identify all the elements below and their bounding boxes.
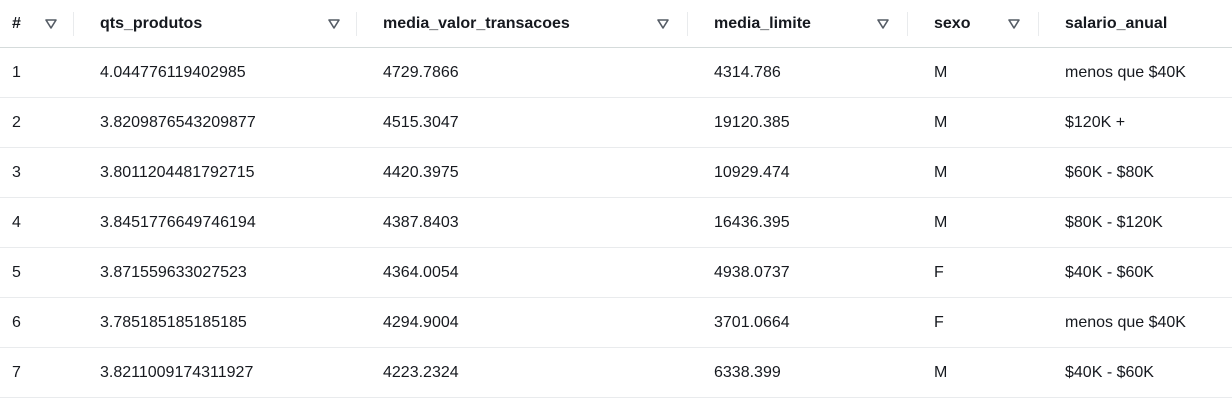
cell-media-valor-transacoes: 4294.9004 bbox=[383, 313, 459, 331]
cell-sexo: M bbox=[934, 213, 948, 231]
sort-icon[interactable] bbox=[1007, 18, 1021, 30]
column-header-qts-produtos[interactable]: qts_produtos bbox=[74, 0, 357, 48]
cell-salario-anual: $60K - $80K bbox=[1065, 163, 1154, 181]
cell-salario-anual: menos que $40K bbox=[1065, 313, 1186, 331]
cell-salario-anual: $40K - $60K bbox=[1065, 263, 1154, 281]
sort-icon[interactable] bbox=[656, 18, 670, 30]
cell-media-valor-transacoes: 4420.3975 bbox=[383, 163, 459, 181]
column-divider[interactable] bbox=[73, 12, 74, 36]
cell-media-limite: 6338.399 bbox=[714, 363, 781, 381]
cell-index: 6 bbox=[12, 313, 21, 331]
table-row[interactable]: 7 3.8211009174311927 4223.2324 6338.399 … bbox=[0, 348, 1232, 398]
table-row[interactable]: 1 4.044776119402985 4729.7866 4314.786 M… bbox=[0, 48, 1232, 98]
column-header-label: # bbox=[12, 15, 21, 32]
cell-index: 3 bbox=[12, 163, 21, 181]
column-header-salario-anual[interactable]: salario_anual bbox=[1039, 0, 1232, 48]
column-header-media-limite[interactable]: media_limite bbox=[688, 0, 908, 48]
cell-qts-produtos: 3.8451776649746194 bbox=[100, 213, 256, 231]
sort-icon[interactable] bbox=[44, 18, 58, 30]
cell-media-limite: 4938.0737 bbox=[714, 263, 790, 281]
cell-sexo: M bbox=[934, 63, 948, 81]
table-row[interactable]: 5 3.871559633027523 4364.0054 4938.0737 … bbox=[0, 248, 1232, 298]
cell-salario-anual: $40K - $60K bbox=[1065, 363, 1154, 381]
column-divider[interactable] bbox=[687, 12, 688, 36]
cell-media-limite: 4314.786 bbox=[714, 63, 781, 81]
cell-media-limite: 16436.395 bbox=[714, 213, 790, 231]
cell-salario-anual: menos que $40K bbox=[1065, 63, 1186, 81]
column-header-media-valor-transacoes[interactable]: media_valor_transacoes bbox=[357, 0, 688, 48]
cell-qts-produtos: 3.785185185185185 bbox=[100, 313, 247, 331]
column-header-label: qts_produtos bbox=[100, 15, 203, 32]
cell-media-limite: 10929.474 bbox=[714, 163, 790, 181]
cell-media-valor-transacoes: 4364.0054 bbox=[383, 263, 459, 281]
cell-media-valor-transacoes: 4387.8403 bbox=[383, 213, 459, 231]
column-header-label: media_valor_transacoes bbox=[383, 15, 570, 32]
column-divider[interactable] bbox=[1038, 12, 1039, 36]
cell-qts-produtos: 4.044776119402985 bbox=[100, 63, 246, 81]
table-row[interactable]: 6 3.785185185185185 4294.9004 3701.0664 … bbox=[0, 298, 1232, 348]
table-header-row: # qts_produtos media_valor_transacoes me… bbox=[0, 0, 1232, 48]
cell-media-limite: 3701.0664 bbox=[714, 313, 790, 331]
cell-salario-anual: $80K - $120K bbox=[1065, 213, 1163, 231]
column-divider[interactable] bbox=[907, 12, 908, 36]
cell-sexo: M bbox=[934, 163, 948, 181]
column-header-label: sexo bbox=[934, 15, 971, 32]
table-row[interactable]: 4 3.8451776649746194 4387.8403 16436.395… bbox=[0, 198, 1232, 248]
cell-index: 5 bbox=[12, 263, 21, 281]
table-row[interactable]: 3 3.8011204481792715 4420.3975 10929.474… bbox=[0, 148, 1232, 198]
cell-sexo: F bbox=[934, 313, 944, 331]
cell-sexo: F bbox=[934, 263, 944, 281]
column-header-label: salario_anual bbox=[1065, 15, 1168, 32]
sort-icon[interactable] bbox=[327, 18, 341, 30]
column-header-label: media_limite bbox=[714, 15, 811, 32]
cell-index: 4 bbox=[12, 213, 21, 231]
cell-media-valor-transacoes: 4729.7866 bbox=[383, 63, 459, 81]
cell-sexo: M bbox=[934, 113, 948, 131]
sort-icon[interactable] bbox=[876, 18, 890, 30]
cell-qts-produtos: 3.8211009174311927 bbox=[100, 363, 254, 381]
table-row[interactable]: 2 3.8209876543209877 4515.3047 19120.385… bbox=[0, 98, 1232, 148]
cell-sexo: M bbox=[934, 363, 948, 381]
column-header-sexo[interactable]: sexo bbox=[908, 0, 1039, 48]
cell-qts-produtos: 3.8011204481792715 bbox=[100, 163, 255, 181]
column-header-index[interactable]: # bbox=[0, 0, 74, 48]
column-divider[interactable] bbox=[356, 12, 357, 36]
cell-media-valor-transacoes: 4515.3047 bbox=[383, 113, 459, 131]
cell-salario-anual: $120K + bbox=[1065, 113, 1126, 131]
cell-index: 2 bbox=[12, 113, 21, 131]
cell-qts-produtos: 3.8209876543209877 bbox=[100, 113, 256, 131]
cell-media-limite: 19120.385 bbox=[714, 113, 790, 131]
cell-index: 7 bbox=[12, 363, 21, 381]
cell-index: 1 bbox=[12, 63, 21, 81]
cell-qts-produtos: 3.871559633027523 bbox=[100, 263, 247, 281]
cell-media-valor-transacoes: 4223.2324 bbox=[383, 363, 459, 381]
